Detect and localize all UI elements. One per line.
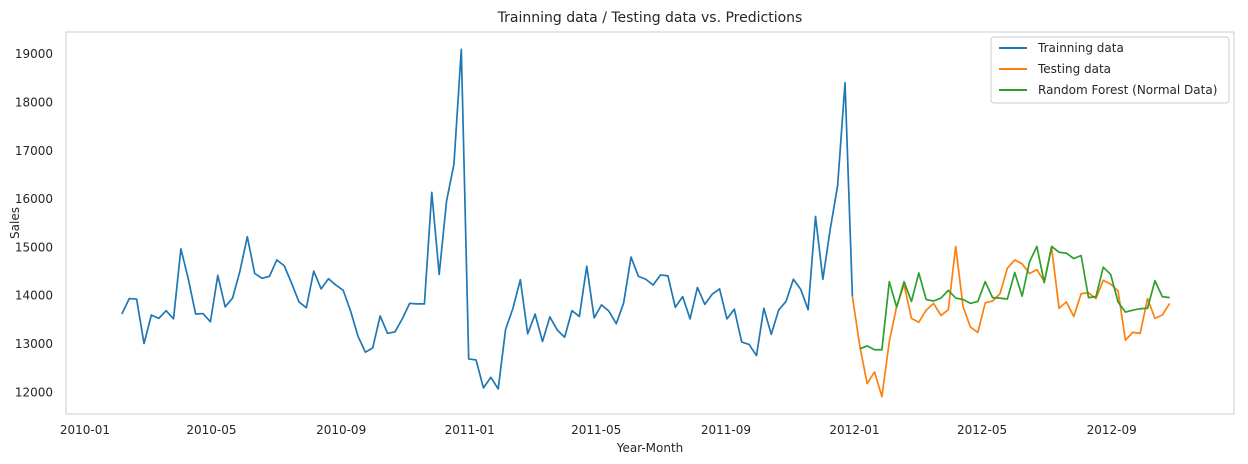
legend-box (990, 36, 1230, 104)
legend-entry: Random Forest (Normal Data) (1038, 83, 1217, 97)
y-axis-label: Sales (8, 207, 22, 239)
x-tick-label: 2010-05 (186, 423, 236, 437)
y-tick-label: 16000 (15, 192, 53, 206)
x-tick-label: 2010-01 (60, 423, 110, 437)
x-tick-label: 2012-05 (957, 423, 1007, 437)
series-line-2 (851, 245, 1171, 398)
y-tick-label: 15000 (15, 240, 53, 254)
x-axis-ticks: 2010-01 2010-05 2010-09 2011-01 2011-05 2011-… (60, 423, 1137, 437)
series-layer (121, 48, 1171, 398)
x-tick-label: 2011-09 (701, 423, 751, 437)
y-tick-label: 13000 (15, 337, 53, 351)
legend-entry: Testing data (1037, 62, 1111, 76)
legend: Trainning data Testing data Random Forest … (990, 36, 1230, 104)
chart-title: Trainning data / Testing data vs. Predic… (497, 10, 803, 26)
x-axis-label: Year-Month (616, 441, 684, 455)
x-tick-label: 2011-05 (571, 423, 621, 437)
series-line-3 (859, 245, 1170, 351)
x-tick-label: 2010-09 (316, 423, 366, 437)
y-tick-label: 12000 (15, 385, 53, 399)
y-tick-label: 17000 (15, 144, 53, 158)
series-line-1 (121, 48, 854, 390)
y-tick-label: 18000 (15, 96, 53, 110)
x-tick-label: 2012-09 (1087, 423, 1137, 437)
y-tick-label: 19000 (15, 47, 53, 61)
legend-entry: Trainning data (1037, 41, 1124, 55)
y-axis-ticks: 12000 13000 14000 15000 16000 17000 18000 19000 (15, 47, 53, 399)
y-tick-label: 14000 (15, 289, 53, 303)
x-tick-label: 2012-01 (829, 423, 879, 437)
x-tick-label: 2011-01 (445, 423, 495, 437)
